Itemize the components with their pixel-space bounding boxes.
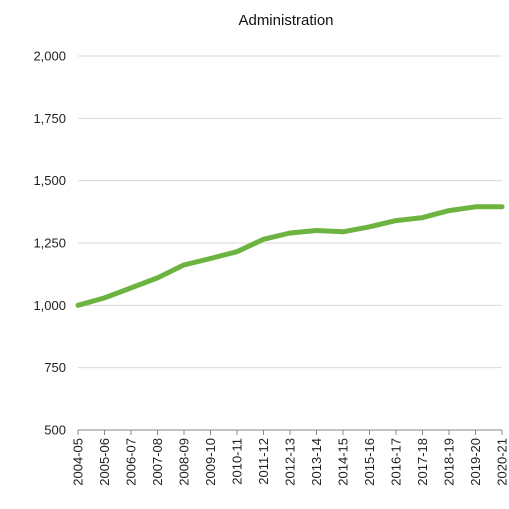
x-tick-label: 2019-20 [468,438,483,486]
y-tick-label: 1,750 [33,111,66,126]
gridlines [78,55,502,369]
y-axis-ticks: 500 750 1,000 1,250 1,500 1,750 2,000 [33,49,66,438]
x-tick-label: 2008-09 [177,438,192,486]
x-tick-label: 2015-16 [362,438,377,486]
series-line [75,204,505,308]
x-tick-label: 2005-06 [97,438,112,486]
y-tick-label: 1,250 [33,236,66,251]
x-tick-label: 2020-21 [495,438,509,486]
x-tick-label: 2017-18 [415,438,430,486]
x-tick-label: 2007-08 [150,438,165,486]
x-tick-label: 2010-11 [230,438,245,485]
x-tick-label: 2016-17 [389,438,404,486]
chart-title: Administration [238,12,333,29]
series-layer [75,204,505,308]
x-tick-label: 2006-07 [124,438,139,486]
x-axis-ticks: 2004-05 2005-06 2006-07 2007-08 2008-09 2009-… [71,430,509,486]
x-tick-label: 2011-12 [256,438,271,485]
x-tick-label: 2013-14 [309,438,324,486]
y-tick-label: 500 [44,423,66,438]
x-tick-label: 2009-10 [203,438,218,486]
y-tick-label: 750 [44,360,66,375]
x-tick-label: 2012-13 [283,438,298,486]
y-tick-label: 1,500 [33,173,66,188]
y-tick-label: 2,000 [33,49,66,64]
x-tick-label: 2018-19 [442,438,457,486]
x-tick-label: 2004-05 [71,438,86,486]
y-tick-label: 1,000 [33,298,66,313]
x-tick-label: 2014-15 [336,438,351,486]
